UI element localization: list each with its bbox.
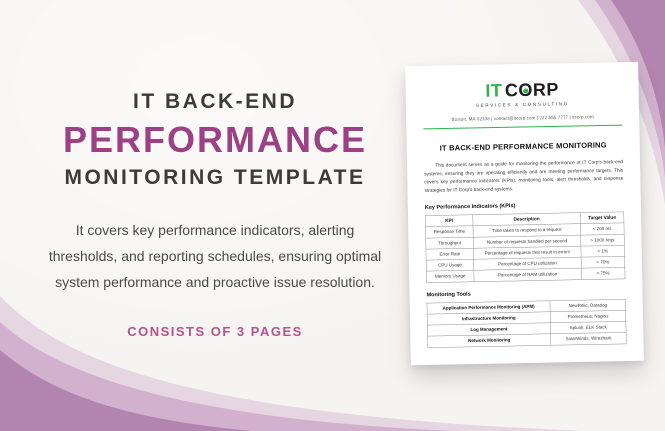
logo-text-it: IT xyxy=(485,79,503,101)
hero-block: IT BACK-END PERFORMANCE MONITORING TEMPL… xyxy=(35,86,395,339)
kpi-name: Memory Usage xyxy=(426,270,475,283)
kpi-target: < 70% xyxy=(580,256,625,269)
logo-green-dot-icon xyxy=(523,88,529,94)
logo-tagline: SERVICES & CONSULTING xyxy=(475,101,569,108)
logo-text-c: C xyxy=(504,79,519,101)
wave-bottom-left-dark xyxy=(0,350,252,431)
kpi-header-target: Target Value xyxy=(580,211,624,224)
document-intro-paragraph: This document serves as a guide for moni… xyxy=(424,159,624,194)
kpi-target: < 1% xyxy=(580,245,625,258)
tool-names: SolarWinds, Wireshark xyxy=(550,332,627,346)
hero-title-line1: IT BACK-END xyxy=(133,90,297,113)
document-title: IT BACK-END PERFORMANCE MONITORING xyxy=(439,140,607,153)
kpi-name: Throughput xyxy=(425,237,474,250)
page-count-note: CONSISTS OF 3 PAGES xyxy=(127,323,303,339)
hero-description: It covers key performance indicators, al… xyxy=(48,222,382,290)
kpi-section-heading: Key Performance Indicators (KPIs) xyxy=(424,202,516,211)
document-preview-page: ITCORP SERVICES & CONSULTING Boston, MA … xyxy=(405,61,644,366)
table-row: Network Monitoring SolarWinds, Wireshark xyxy=(427,332,627,348)
hero-title-line3: MONITORING TEMPLATE xyxy=(64,166,366,189)
hero-title-line2: PERFORMANCE xyxy=(62,119,367,160)
kpi-target: < 75% xyxy=(581,267,626,280)
kpi-header-kpi: KPI xyxy=(425,214,474,227)
kpi-name: Error Rate xyxy=(425,248,474,261)
tools-section-heading: Monitoring Tools xyxy=(426,290,471,298)
kpi-table: KPI Description Target Value Response Ti… xyxy=(425,211,626,283)
kpi-description: Percentage of RAM utilization xyxy=(473,268,582,282)
logo-text-rp: RP xyxy=(532,78,560,100)
itcorp-logo: ITCORP xyxy=(422,79,621,101)
contact-info-line: Boston, MA 02108 | contact@itcorp.com | … xyxy=(451,114,594,122)
kpi-name: CPU Usage xyxy=(426,259,474,272)
logo-letter-o: O xyxy=(518,79,533,100)
tool-category: Network Monitoring xyxy=(427,333,551,348)
monitoring-tools-table: Application Performance Monitoring (APM)… xyxy=(426,299,627,348)
kpi-name: Response Time xyxy=(425,225,474,238)
header-divider-rule xyxy=(423,124,623,130)
kpi-target: < 200 ms xyxy=(580,223,625,235)
document-page-content: ITCORP SERVICES & CONSULTING Boston, MA … xyxy=(405,62,644,365)
table-row: Memory Usage Percentage of RAM utilizati… xyxy=(426,267,626,283)
kpi-target: > 1000 reqs xyxy=(580,234,625,247)
